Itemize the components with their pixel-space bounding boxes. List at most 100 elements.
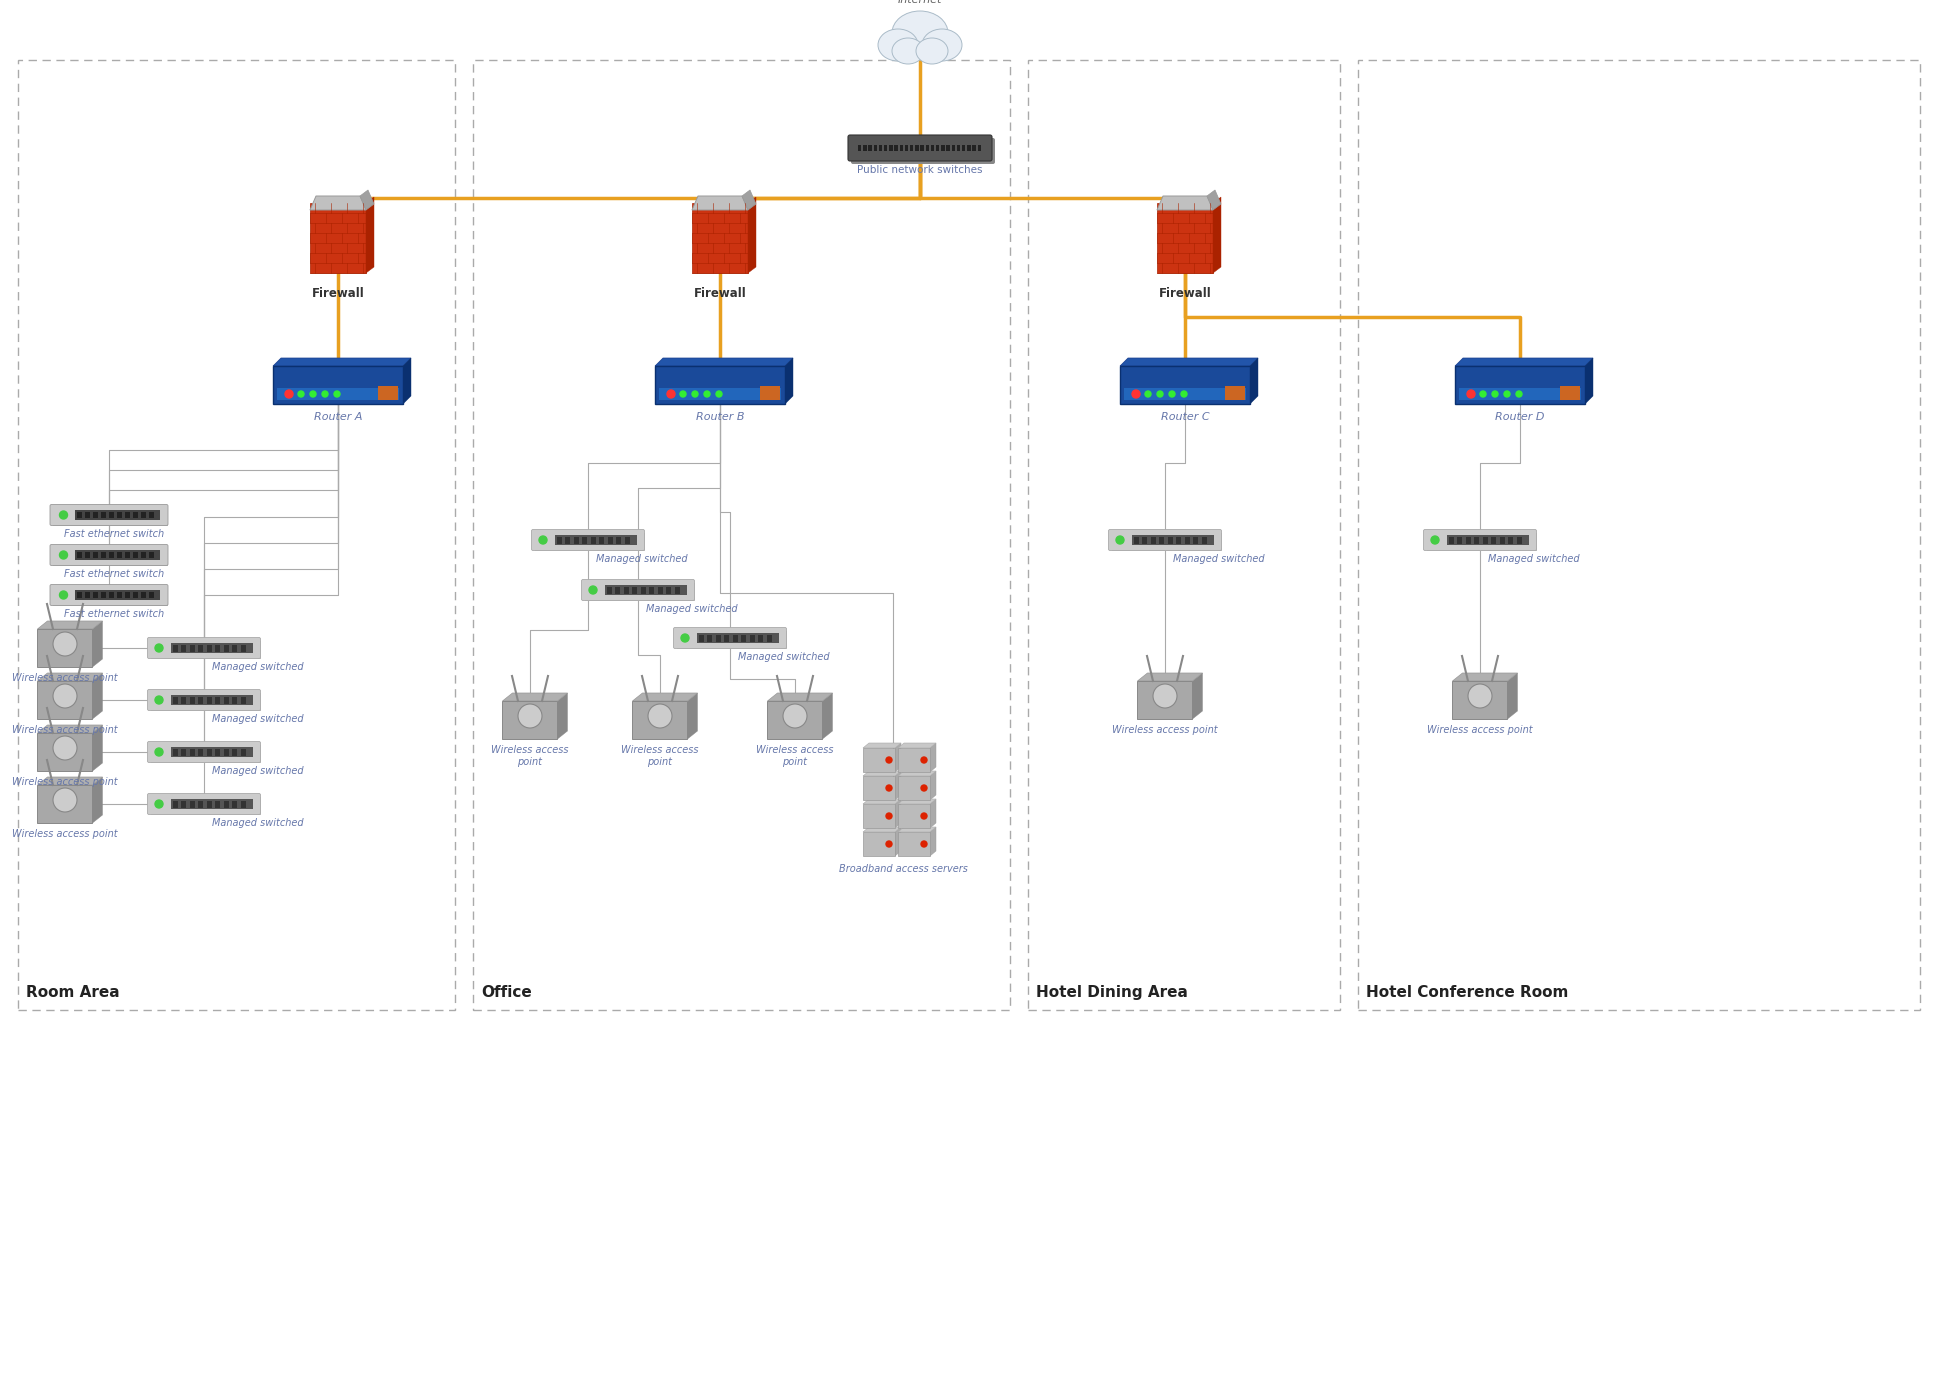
Circle shape <box>60 511 68 519</box>
Circle shape <box>52 632 78 656</box>
Ellipse shape <box>878 29 919 61</box>
Bar <box>1194 537 1198 544</box>
Text: Managed switched: Managed switched <box>1488 554 1579 565</box>
Polygon shape <box>895 743 901 772</box>
Polygon shape <box>897 743 936 747</box>
Bar <box>1517 537 1521 544</box>
Bar <box>1159 537 1165 544</box>
Text: Managed switched: Managed switched <box>1172 554 1266 565</box>
Bar <box>225 749 229 756</box>
Bar <box>54 548 169 566</box>
Ellipse shape <box>922 29 961 61</box>
Text: Wireless access
point: Wireless access point <box>622 745 700 767</box>
Bar <box>1448 536 1529 545</box>
Polygon shape <box>897 799 936 804</box>
Bar <box>890 145 893 151</box>
Bar <box>1027 60 1339 1010</box>
FancyBboxPatch shape <box>674 627 787 649</box>
Polygon shape <box>1192 673 1202 720</box>
Polygon shape <box>93 621 103 667</box>
Bar <box>101 552 107 558</box>
Polygon shape <box>37 673 103 681</box>
Bar <box>502 702 558 739</box>
Bar <box>110 592 114 598</box>
Text: Wireless access point: Wireless access point <box>12 776 118 787</box>
Bar <box>172 800 178 807</box>
Text: Managed switched: Managed switched <box>211 662 304 673</box>
Bar <box>37 628 93 667</box>
Text: Wireless access
point: Wireless access point <box>756 745 833 767</box>
Bar <box>134 592 138 598</box>
Bar <box>1452 681 1508 720</box>
Text: Wireless access point: Wireless access point <box>1426 725 1533 735</box>
Polygon shape <box>558 693 568 739</box>
Bar <box>961 145 965 151</box>
FancyBboxPatch shape <box>851 138 994 163</box>
Bar <box>118 552 122 558</box>
Circle shape <box>1516 392 1521 397</box>
Bar <box>172 645 178 652</box>
Bar <box>1500 537 1506 544</box>
Bar <box>1450 537 1454 544</box>
Bar <box>884 145 888 151</box>
Bar <box>632 587 638 594</box>
Text: Wireless access point: Wireless access point <box>12 673 118 682</box>
Bar <box>93 512 99 518</box>
Bar <box>240 696 246 703</box>
Bar <box>76 549 161 561</box>
Bar <box>632 702 688 739</box>
Circle shape <box>921 812 926 819</box>
Polygon shape <box>862 771 901 776</box>
Text: Office: Office <box>481 985 531 1001</box>
Bar <box>101 512 107 518</box>
Polygon shape <box>1250 358 1258 404</box>
Bar <box>277 388 399 400</box>
Bar <box>599 537 605 544</box>
Polygon shape <box>93 725 103 771</box>
Text: Broadband access servers: Broadband access servers <box>839 864 967 875</box>
Bar <box>198 800 203 807</box>
Bar <box>609 537 612 544</box>
Bar <box>151 745 262 763</box>
Bar <box>566 537 570 544</box>
Bar <box>78 552 83 558</box>
Bar <box>215 696 221 703</box>
Bar <box>76 509 161 520</box>
Bar <box>899 145 903 151</box>
Bar <box>692 203 748 273</box>
Polygon shape <box>37 776 103 785</box>
Bar <box>1202 537 1207 544</box>
Bar <box>936 145 940 151</box>
Bar <box>616 537 622 544</box>
Polygon shape <box>930 743 936 772</box>
Bar <box>141 592 147 598</box>
Bar <box>921 145 924 151</box>
Text: Fast ethernet switch: Fast ethernet switch <box>64 529 165 538</box>
Text: Room Area: Room Area <box>25 985 120 1001</box>
Text: Managed switched: Managed switched <box>597 554 688 565</box>
Polygon shape <box>785 358 793 404</box>
Bar <box>198 696 203 703</box>
Polygon shape <box>895 828 901 855</box>
Bar <box>240 800 246 807</box>
Bar <box>897 832 930 855</box>
Polygon shape <box>37 725 103 734</box>
Polygon shape <box>1207 190 1221 210</box>
Bar <box>215 645 221 652</box>
Bar <box>171 799 254 810</box>
Circle shape <box>322 392 328 397</box>
Bar <box>897 804 930 828</box>
Bar <box>207 696 211 703</box>
Text: Wireless access point: Wireless access point <box>1112 725 1217 735</box>
FancyBboxPatch shape <box>147 742 260 763</box>
Polygon shape <box>688 693 698 739</box>
Polygon shape <box>1508 673 1517 720</box>
FancyBboxPatch shape <box>655 365 785 404</box>
Bar <box>574 537 579 544</box>
FancyBboxPatch shape <box>1109 530 1221 551</box>
Bar <box>758 634 764 642</box>
Polygon shape <box>930 828 936 855</box>
Text: Wireless access
point: Wireless access point <box>490 745 568 767</box>
Bar <box>54 508 169 526</box>
Bar <box>977 145 981 151</box>
